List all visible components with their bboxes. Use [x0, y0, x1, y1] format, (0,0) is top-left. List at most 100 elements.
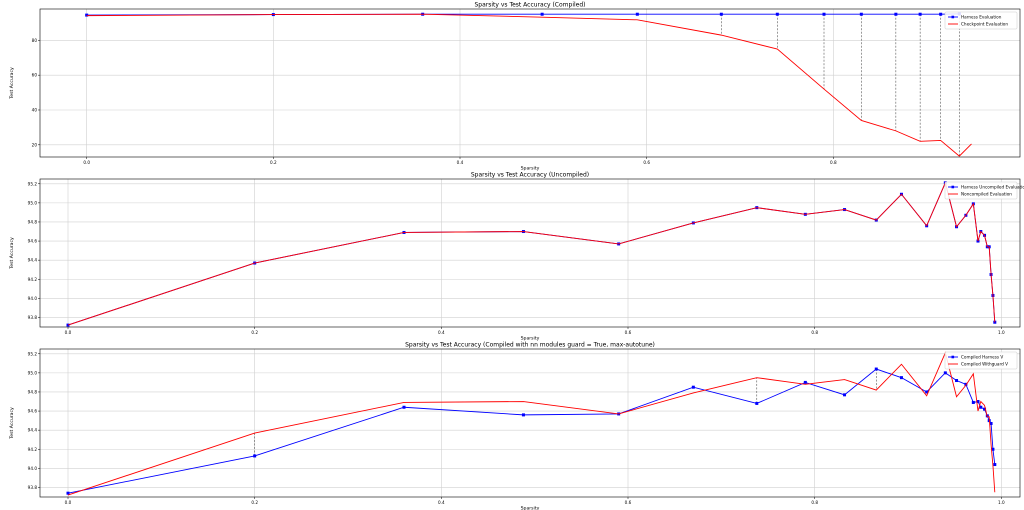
- chart-2-xtick-label: 0.2: [251, 330, 258, 335]
- chart-1-legend: Harness Evaluation Checkpoint Evaluation: [944, 11, 1018, 30]
- chart-3: 0.0 0.2 0.4 0.6 0.8 1.0 93.8 94.0 94.2 94.4 94.6 94…: [9, 342, 1021, 510]
- chart-2-plot-area: [40, 179, 1020, 327]
- chart-2-legend-label-1: Harness Uncompiled Evaluation: [961, 185, 1024, 190]
- chart-2-legend-marker-1: [951, 185, 955, 189]
- chart-3-legend-label-1: Compiled Harness V: [961, 355, 1003, 360]
- chart-3-legend: Compiled Harness V Compiled Withguard V: [944, 351, 1018, 370]
- chart-3-xtick-label: 0.6: [625, 500, 632, 505]
- chart-2-series-1-point: [66, 323, 70, 327]
- chart-1-xtick-label: 0.4: [457, 160, 464, 165]
- chart-1-series-1-point: [918, 12, 922, 16]
- chart-1-frame: [39, 8, 1021, 158]
- chart-1-series-1-point: [719, 12, 723, 16]
- chart-2-ytick-label: 95.2: [28, 181, 38, 186]
- chart-3-series-1-point: [874, 367, 878, 371]
- chart-3-series-1-point: [991, 447, 995, 451]
- chart-1: 0.0 0.2 0.4 0.6 0.8 20 40 60 80 Sparsity vs Test …: [9, 2, 1021, 172]
- chart-2-xtick-label: 0.4: [438, 330, 445, 335]
- chart-2-ytick-label: 95.0: [28, 200, 38, 205]
- chart-2-title: Sparsity vs Test Accuracy (Uncompiled): [471, 172, 589, 179]
- chart-3-series-1-point: [521, 413, 525, 417]
- chart-1-ytick-label: 20: [32, 142, 38, 147]
- chart-3-ytick-label: 94.6: [28, 409, 38, 414]
- chart-2-ytick-label: 94.8: [28, 219, 38, 224]
- chart-3-ytick-label: 94.0: [28, 466, 38, 471]
- chart-3-series-1-point: [843, 393, 847, 397]
- chart-3-legend-marker-1: [951, 355, 955, 359]
- chart-1-xtick-label: 0.2: [270, 160, 277, 165]
- chart-2-series-2-line: [67, 181, 996, 326]
- chart-3-ylabel: Test Accuracy: [9, 407, 15, 440]
- chart-1-ytick-label: 80: [32, 38, 38, 43]
- chart-3-series-1-point: [755, 401, 759, 405]
- chart-3-xtick-label: 0.2: [251, 500, 258, 505]
- chart-1-plot-area: [40, 9, 1020, 157]
- chart-1-series-1-point: [939, 12, 943, 16]
- chart-3-series-1-point: [691, 385, 695, 389]
- chart-3-series-1-point: [993, 463, 997, 467]
- chart-1-legend-label-1: Harness Evaluation: [961, 15, 1002, 20]
- chart-1-legend-box: [944, 11, 1018, 30]
- chart-2-ytick-label: 94.6: [28, 239, 38, 244]
- chart-3-series-1-point: [253, 454, 257, 458]
- chart-2-ytick-label: 94.0: [28, 296, 38, 301]
- chart-2-ytick-label: 94.2: [28, 277, 38, 282]
- chart-1-xlabel: Sparsity: [521, 166, 540, 172]
- chart-3-ytick-label: 95.2: [28, 351, 38, 356]
- chart-1-xtick-label: 0.8: [830, 160, 837, 165]
- chart-2-legend-box: [944, 181, 1018, 200]
- chart-1-series-1-point: [894, 12, 898, 16]
- chart-3-frame: [39, 348, 1021, 498]
- chart-3-ytick-label: 95.0: [28, 370, 38, 375]
- chart-1-series-1-point: [859, 12, 863, 16]
- chart-1-series-1-point: [822, 12, 826, 16]
- chart-2-frame: [39, 178, 1021, 328]
- chart-3-legend-label-2: Compiled Withguard V: [961, 362, 1008, 367]
- chart-3-series-1-point: [943, 371, 947, 375]
- chart-2-xtick-label: 0.0: [65, 330, 72, 335]
- chart-3-series-1-point: [66, 491, 70, 495]
- chart-3-xlabel: Sparsity: [521, 506, 540, 510]
- chart-3-series-1-point: [803, 380, 807, 384]
- chart-2-xtick-label: 0.8: [811, 330, 818, 335]
- chart-3-title: Sparsity vs Test Accuracy (Compiled with…: [405, 342, 655, 349]
- chart-2-xtick-label: 0.6: [625, 330, 632, 335]
- chart-2-ytick-label: 94.4: [28, 258, 38, 263]
- chart-3-series-1-point: [976, 400, 980, 404]
- chart-3-series-1-point: [402, 405, 406, 409]
- chart-1-series-1-point: [85, 13, 89, 17]
- chart-1-ytick-label: 60: [32, 73, 38, 78]
- chart-3-ytick-label: 94.2: [28, 447, 38, 452]
- chart-3-series-1-point: [899, 376, 903, 380]
- chart-1-xtick-label: 0.6: [643, 160, 650, 165]
- chart-3-series-1-point: [964, 382, 968, 386]
- chart-1-series-1-point: [635, 12, 639, 16]
- chart-3-series-1-point: [983, 407, 987, 411]
- chart-1-series-1-point: [775, 12, 779, 16]
- chart-3-plot-area: [40, 349, 1020, 497]
- chart-1-xtick-label: 0.0: [83, 160, 90, 165]
- chart-3-xtick-label: 0.0: [65, 500, 72, 505]
- chart-3-xtick-label: 0.8: [811, 500, 818, 505]
- chart-2-ylabel: Test Accuracy: [9, 237, 15, 270]
- chart-2-xlabel: Sparsity: [521, 336, 540, 342]
- chart-3-xtick-label: 1.0: [998, 500, 1005, 505]
- chart-1-legend-label-2: Checkpoint Evaluation: [961, 22, 1008, 27]
- chart-1-series-1-point: [540, 12, 544, 16]
- chart-1-series-2-line: [86, 13, 972, 157]
- chart-3-series-2-line: [67, 351, 996, 496]
- chart-1-ytick-label: 40: [32, 107, 38, 112]
- chart-2-legend-label-2: Noncompiled Evaluation: [961, 192, 1012, 197]
- chart-2: 0.0 0.2 0.4 0.6 0.8 1.0 93.8 94.0 94.2 94.4 94.6 94…: [9, 172, 1024, 342]
- chart-2-xtick-label: 1.0: [998, 330, 1005, 335]
- chart-3-xtick-label: 0.4: [438, 500, 445, 505]
- chart-3-series-1-point: [971, 400, 975, 404]
- chart-3-ytick-label: 94.4: [28, 428, 38, 433]
- chart-3-series-1-point: [925, 390, 929, 394]
- chart-2-ytick-label: 93.8: [28, 315, 38, 320]
- chart-2-legend: Harness Uncompiled Evaluation Noncompiled…: [944, 181, 1024, 200]
- chart-3-legend-box: [944, 351, 1018, 370]
- chart-1-legend-marker-1: [951, 15, 955, 19]
- chart-3-ytick-label: 94.8: [28, 389, 38, 394]
